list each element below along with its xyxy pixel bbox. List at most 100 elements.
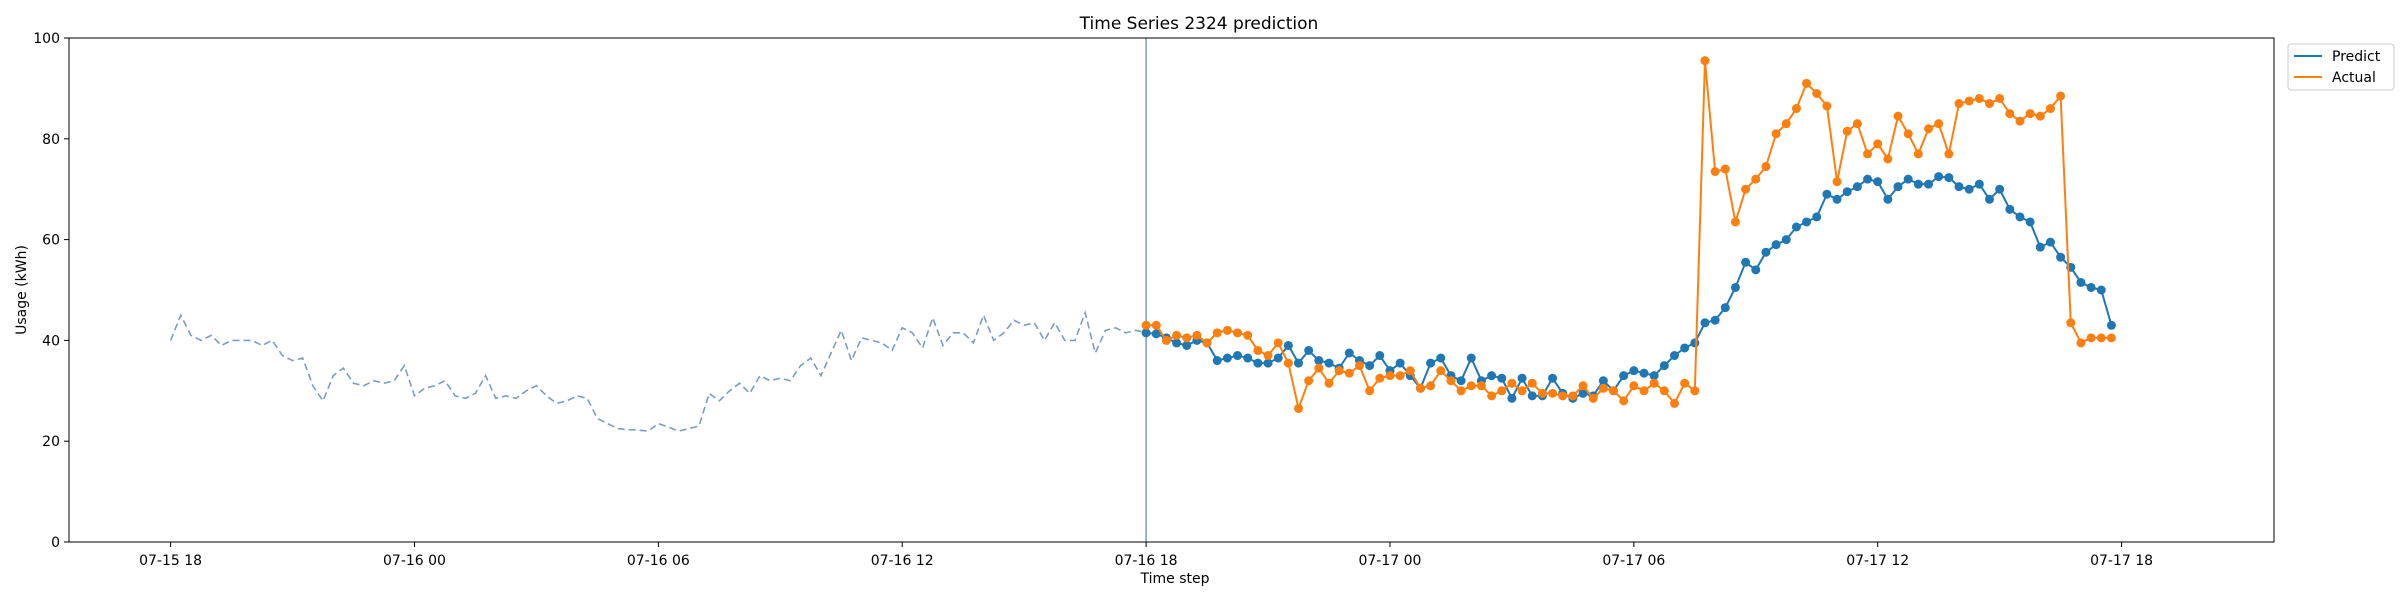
actual-point [1842, 126, 1852, 136]
predict-point [1832, 194, 1842, 204]
actual-point [1151, 320, 1161, 330]
actual-point [1283, 358, 1293, 368]
actual-point [1517, 386, 1527, 396]
predict-point [2025, 217, 2035, 227]
predict-point [2056, 252, 2066, 262]
actual-point [1730, 217, 1740, 227]
predict-point [1141, 328, 1151, 338]
predict-series [1141, 172, 2116, 403]
actual-point [1832, 177, 1842, 187]
y-tick-label: 40 [42, 333, 60, 349]
actual-point [1649, 378, 1659, 388]
predict-point [1710, 315, 1720, 325]
predict-point [1903, 174, 1913, 184]
actual-point [1243, 330, 1253, 340]
actual-point [1161, 335, 1171, 345]
actual-point [1761, 162, 1771, 172]
actual-point [1812, 88, 1822, 98]
predict-point [1222, 353, 1232, 363]
predict-point [1781, 235, 1791, 245]
x-axis: 07-15 18 07-16 00 07-16 06 07-16 12 07-16 18… [139, 542, 2153, 569]
predict-point [1964, 184, 1974, 194]
predict-point [1893, 182, 1903, 192]
predict-point [1863, 174, 1873, 184]
actual-point [1934, 119, 1944, 129]
predict-point [1487, 371, 1497, 381]
y-tick-label: 0 [51, 535, 60, 551]
actual-point [1334, 366, 1344, 376]
actual-point [1487, 391, 1497, 401]
predict-point [1273, 353, 1283, 363]
x-tick-label: 07-16 00 [383, 553, 446, 569]
actual-point [1822, 101, 1832, 111]
actual-point [1446, 376, 1456, 386]
predict-point [1233, 351, 1243, 361]
actual-point [2045, 104, 2055, 114]
actual-point [1405, 366, 1415, 376]
y-tick-label: 60 [42, 233, 60, 249]
actual-point [2035, 111, 2045, 121]
actual-point [1324, 378, 1334, 388]
predict-point [1680, 343, 1690, 353]
predict-point [1649, 371, 1659, 381]
actual-point [1395, 371, 1405, 381]
predict-point [1974, 179, 1984, 189]
predict-point [1913, 179, 1923, 189]
actual-point [2106, 333, 2116, 343]
actual-point [1690, 386, 1700, 396]
y-axis: 0 20 40 60 80 100 [33, 31, 69, 551]
chart-title: Time Series 2324 prediction [1079, 14, 1319, 34]
actual-point [1304, 376, 1314, 386]
actual-point [1426, 381, 1436, 391]
actual-point [1720, 164, 1730, 174]
predict-point [1619, 371, 1629, 381]
predict-point [1751, 265, 1761, 275]
predict-point [1527, 391, 1537, 401]
actual-point [1314, 363, 1324, 373]
actual-point [1954, 99, 1964, 109]
actual-point [1964, 96, 1974, 106]
predict-point [2096, 285, 2106, 295]
predict-point [1172, 338, 1182, 348]
actual-point [2086, 333, 2096, 343]
predict-point [1466, 353, 1476, 363]
predict-point [1497, 373, 1507, 383]
predict-point [1436, 353, 1446, 363]
y-tick-label: 80 [42, 132, 60, 148]
actual-point [1944, 149, 1954, 159]
actual-line [1146, 60, 2112, 412]
actual-point [1202, 338, 1212, 348]
actual-point [1619, 396, 1629, 406]
predict-point [1659, 361, 1669, 371]
predict-point [1578, 388, 1588, 398]
predict-point [1456, 376, 1466, 386]
predict-point [1344, 348, 1354, 358]
predict-point [1253, 358, 1263, 368]
predict-point [1151, 329, 1161, 339]
actual-point [1771, 129, 1781, 139]
actual-point [1903, 129, 1913, 139]
x-tick-label: 07-16 06 [627, 553, 690, 569]
predict-point [1873, 177, 1883, 187]
predict-point [1822, 189, 1832, 199]
legend-predict-label: Predict [2332, 49, 2381, 65]
predict-point [1741, 257, 1751, 267]
actual-point [1741, 184, 1751, 194]
actual-point [1995, 93, 2005, 103]
predict-point [1730, 282, 1740, 292]
actual-point [1659, 386, 1669, 396]
predict-point [1700, 318, 1710, 328]
predict-point [1852, 182, 1862, 192]
predict-point [1984, 194, 1994, 204]
actual-point [1609, 386, 1619, 396]
predict-point [2045, 237, 2055, 247]
actual-point [1598, 383, 1608, 393]
predict-point [1283, 340, 1293, 350]
actual-point [1578, 381, 1588, 391]
actual-point [1984, 99, 1994, 109]
predict-point [2035, 242, 2045, 252]
actual-point [1466, 381, 1476, 391]
actual-point [1558, 391, 1568, 401]
actual-point [1751, 174, 1761, 184]
